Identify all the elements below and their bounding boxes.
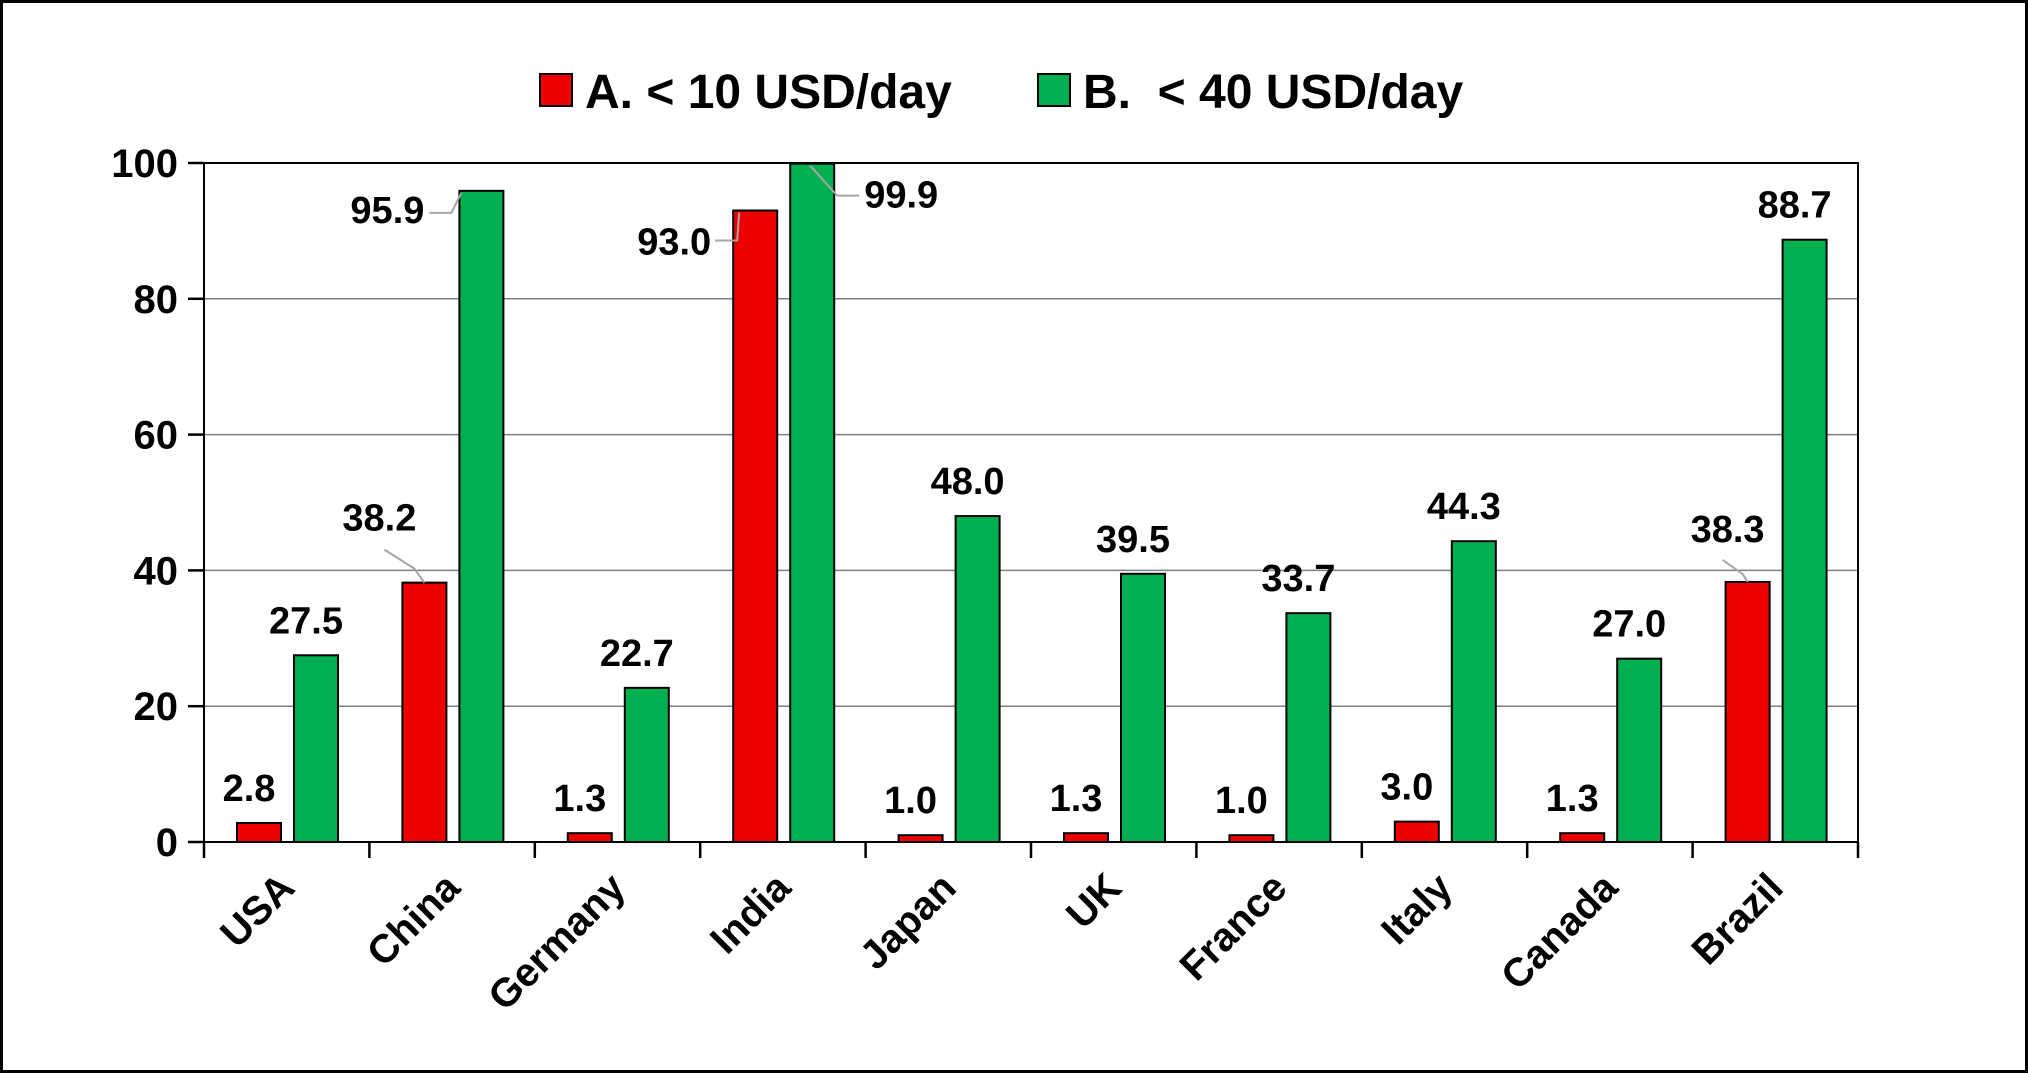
- data-label-a-usa: 2.8: [223, 768, 276, 810]
- data-label-b-uk: 39.5: [1096, 519, 1170, 561]
- bar-a-italy: [1393, 820, 1440, 844]
- data-label-b-japan: 48.0: [931, 461, 1005, 503]
- y-axis: 0 20 40 60 80 100: [111, 142, 204, 865]
- data-label-a-brazil: 38.3: [1691, 509, 1765, 551]
- x-tick-label: Brazil: [1684, 865, 1792, 973]
- bars: [236, 162, 1828, 844]
- y-tick-label: 20: [134, 685, 179, 729]
- bar-b-france: [1285, 612, 1332, 843]
- y-tick-label: 40: [134, 549, 179, 593]
- bar-b-germany: [623, 686, 670, 843]
- data-label-a-india: 93.0: [637, 222, 711, 264]
- data-label-b-germany: 22.7: [600, 633, 674, 675]
- data-label-a-japan: 1.0: [884, 780, 937, 822]
- legend-swatch-a: [539, 73, 573, 107]
- leader-line: [809, 165, 860, 197]
- legend-label-b: B. < 40 USD/day: [1083, 66, 1463, 119]
- y-tick-label: 80: [134, 278, 179, 322]
- x-tick-label: UK: [1058, 865, 1130, 937]
- leader-lines: [383, 165, 1749, 584]
- bar-a-uk: [1063, 832, 1109, 843]
- leader-line: [429, 192, 463, 214]
- data-label-b-china: 95.9: [350, 190, 424, 232]
- data-label-a-uk: 1.3: [1050, 778, 1103, 820]
- y-tick-label: 100: [111, 142, 178, 186]
- bar-a-france: [1228, 834, 1275, 844]
- x-tick-label: USA: [212, 865, 303, 956]
- data-label-a-china: 38.2: [342, 498, 416, 540]
- data-labels: 2.8 27.5 38.2 95.9 1.3 22.7 93.0 99.9 1.0 48.0 1.3…: [223, 175, 1832, 823]
- bar-a-japan: [897, 834, 944, 844]
- gridlines: [203, 162, 1859, 843]
- legend-swatch-b: [1037, 73, 1071, 107]
- x-axis: USA China Germany India Japan UK France Italy Ca…: [202, 842, 1860, 1019]
- x-tick-label: Japan: [852, 865, 965, 978]
- legend-label-a: A. < 10 USD/day: [585, 66, 952, 119]
- bar-b-japan: [954, 515, 1001, 844]
- data-label-a-canada: 1.3: [1546, 778, 1599, 820]
- data-label-b-canada: 27.0: [1592, 604, 1666, 646]
- bar-a-canada: [1559, 832, 1606, 843]
- bar-b-china: [458, 189, 505, 844]
- plot-area-border: [203, 162, 1859, 843]
- bar-a-china: [401, 581, 448, 843]
- x-tick-label: India: [702, 865, 800, 963]
- x-tick-label: France: [1172, 865, 1296, 989]
- data-label-a-france: 1.0: [1215, 780, 1268, 822]
- x-tick-label: Italy: [1373, 865, 1461, 953]
- bar-a-india: [732, 209, 779, 843]
- x-tick-label: China: [359, 865, 469, 975]
- data-label-b-india: 99.9: [864, 175, 938, 217]
- data-label-b-france: 33.7: [1261, 558, 1335, 600]
- y-tick-label: 60: [134, 414, 179, 458]
- x-tick-label: Germany: [480, 865, 634, 1019]
- data-label-a-germany: 1.3: [553, 778, 606, 820]
- leader-line: [715, 212, 741, 242]
- bar-b-india: [789, 162, 836, 843]
- bar-b-canada: [1616, 657, 1663, 843]
- bar-a-usa: [236, 821, 282, 843]
- data-label-b-usa: 27.5: [269, 600, 343, 642]
- bar-b-italy: [1450, 540, 1497, 843]
- leader-line: [1722, 559, 1749, 583]
- bar-a-germany: [566, 832, 613, 843]
- bar-b-usa: [293, 654, 339, 844]
- legend: A. < 10 USD/day B. < 40 USD/day: [539, 66, 1463, 119]
- bar-b-brazil: [1781, 238, 1828, 844]
- data-label-a-italy: 3.0: [1380, 767, 1433, 809]
- leader-line: [383, 548, 426, 584]
- y-tick-label: 0: [156, 821, 178, 865]
- data-label-b-brazil: 88.7: [1758, 185, 1832, 227]
- bar-a-brazil: [1724, 580, 1771, 843]
- x-tick-label: Canada: [1493, 865, 1627, 999]
- data-label-b-italy: 44.3: [1427, 486, 1501, 528]
- bar-b-uk: [1120, 572, 1166, 843]
